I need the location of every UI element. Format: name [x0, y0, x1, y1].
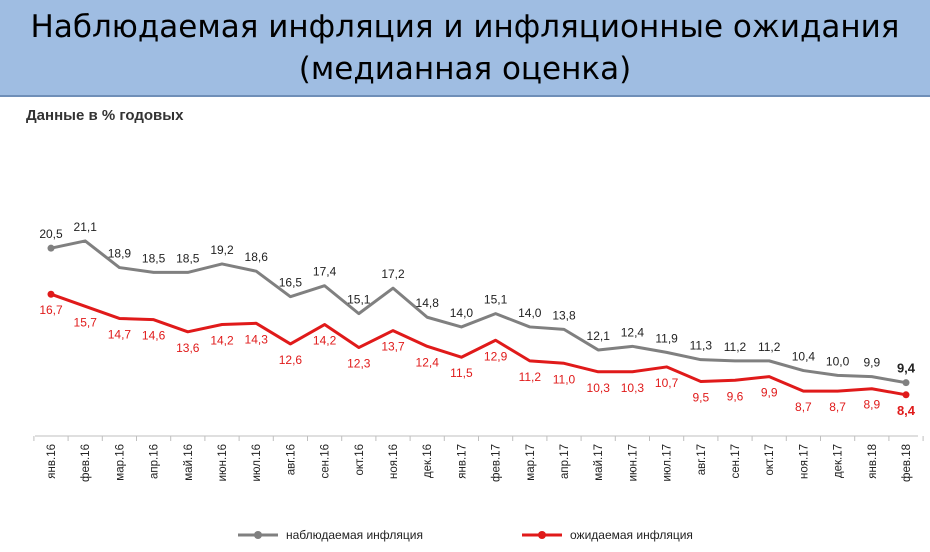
- legend-observed-label: наблюдаемая инфляция: [286, 528, 423, 542]
- expected-data-label: 14,6: [142, 329, 166, 343]
- expected-data-label: 8,4: [897, 403, 916, 418]
- legend-expected-swatch-marker: [538, 531, 546, 539]
- observed-data-label: 9,4: [897, 361, 916, 376]
- x-tick-label: сен.16: [320, 444, 332, 478]
- x-tick-label: янв.17: [456, 444, 468, 479]
- x-tick-label: ноя.16: [388, 444, 400, 479]
- x-tick-label: апр.16: [149, 444, 161, 479]
- x-tick-label: май.16: [183, 444, 195, 481]
- observed-data-label: 18,5: [176, 251, 200, 265]
- expected-data-label: 14,7: [108, 327, 132, 341]
- title-banner: Наблюдаемая инфляция и инфляционные ожид…: [0, 0, 930, 97]
- x-tick-label: дек.16: [422, 444, 434, 478]
- expected-data-label: 13,6: [176, 341, 200, 355]
- expected-data-label: 11,5: [450, 366, 473, 380]
- observed-data-label: 11,3: [690, 339, 713, 353]
- x-tick-label: сен.17: [730, 444, 742, 478]
- expected-data-label: 16,7: [39, 303, 63, 317]
- x-tick-label: мар.16: [114, 444, 126, 481]
- observed-data-label: 11,2: [724, 340, 747, 354]
- observed-data-label: 14,0: [450, 306, 474, 320]
- observed-inflation-line: [50, 239, 907, 385]
- x-tick-label: апр.17: [559, 444, 571, 479]
- expected-data-label: 11,2: [519, 370, 542, 384]
- expected-data-label: 14,3: [245, 332, 269, 346]
- x-tick-label: янв.18: [867, 444, 879, 479]
- observed-data-label: 11,2: [758, 340, 781, 354]
- expected-data-label: 13,7: [381, 340, 405, 354]
- x-tick-label: ноя.17: [798, 444, 810, 479]
- expected-data-label: 10,3: [587, 381, 611, 395]
- observed-data-label: 14,8: [416, 296, 440, 310]
- observed-data-label: 21,1: [74, 220, 98, 234]
- observed-data-label: 10,0: [826, 354, 850, 368]
- expected-data-label: 8,7: [829, 400, 846, 414]
- observed-data-label: 16,5: [279, 276, 303, 290]
- expected-data-label: 10,7: [655, 376, 679, 390]
- observed-point: [902, 379, 910, 387]
- observed-point: [47, 244, 55, 252]
- page-title-line2: (медианная оценка): [298, 50, 632, 87]
- expected-data-label: 12,9: [484, 349, 508, 363]
- observed-data-label: 15,1: [484, 293, 508, 307]
- expected-inflation-line: [50, 292, 907, 397]
- observed-data-label: 19,2: [210, 243, 234, 257]
- observed-data-label: 14,0: [518, 306, 542, 320]
- x-tick-label: авг.17: [696, 444, 708, 475]
- expected-data-label: 12,3: [347, 357, 371, 371]
- x-tick-label: июл.17: [662, 444, 674, 482]
- observed-data-label: 17,4: [313, 265, 337, 279]
- x-tick-label: окт.16: [354, 444, 366, 476]
- observed-data-label: 10,4: [792, 350, 816, 364]
- x-tick-label: авг.16: [285, 444, 297, 475]
- expected-data-label: 12,4: [416, 355, 440, 369]
- expected-data-label: 14,2: [210, 334, 234, 348]
- expected-data-label: 12,6: [279, 353, 303, 367]
- x-tick-label: дек.17: [833, 444, 845, 478]
- page-title-line1: Наблюдаемая инфляция и инфляционные ожид…: [30, 8, 900, 45]
- legend-observed-swatch-marker: [254, 531, 262, 539]
- x-tick-label: июл.16: [251, 444, 263, 482]
- observed-data-label: 18,6: [245, 250, 269, 264]
- expected-data-label: 9,9: [761, 386, 778, 400]
- observed-data-label: 18,9: [108, 247, 132, 261]
- x-tick-label: май.17: [593, 444, 605, 481]
- observed-data-label: 17,2: [381, 267, 405, 281]
- x-tick-label: фев.16: [80, 444, 92, 482]
- x-tick-label: фев.18: [901, 444, 913, 482]
- observed-data-label: 18,5: [142, 251, 166, 265]
- legend-expected-label: ожидаемая инфляция: [570, 528, 693, 542]
- observed-data-label: 12,1: [587, 329, 611, 343]
- observed-data-label: 13,8: [552, 308, 576, 322]
- expected-data-label: 9,6: [727, 389, 744, 403]
- x-tick-label: фев.17: [491, 444, 503, 482]
- x-tick-label: окт.17: [764, 444, 776, 476]
- x-tick-label: янв.16: [46, 444, 58, 479]
- observed-data-label: 15,1: [347, 293, 371, 307]
- expected-data-label: 15,7: [74, 315, 98, 329]
- expected-data-label: 8,7: [795, 400, 812, 414]
- expected-data-label: 9,5: [692, 390, 709, 404]
- x-tick-label: июн.17: [627, 444, 639, 481]
- expected-data-label: 11,0: [553, 372, 576, 386]
- expected-data-label: 8,9: [863, 398, 880, 412]
- expected-data-label: 10,3: [621, 381, 645, 395]
- expected-data-label: 14,2: [313, 334, 337, 348]
- expected-point: [47, 290, 55, 298]
- chart-subtitle: Данные в % годовых: [26, 107, 184, 124]
- observed-data-label: 9,9: [863, 356, 880, 370]
- expected-point: [902, 391, 910, 399]
- observed-data-label: 11,9: [655, 331, 678, 345]
- x-tick-label: июн.16: [217, 444, 229, 481]
- observed-data-label: 12,4: [621, 325, 645, 339]
- observed-data-label: 20,5: [39, 227, 63, 241]
- x-tick-label: мар.17: [525, 444, 537, 481]
